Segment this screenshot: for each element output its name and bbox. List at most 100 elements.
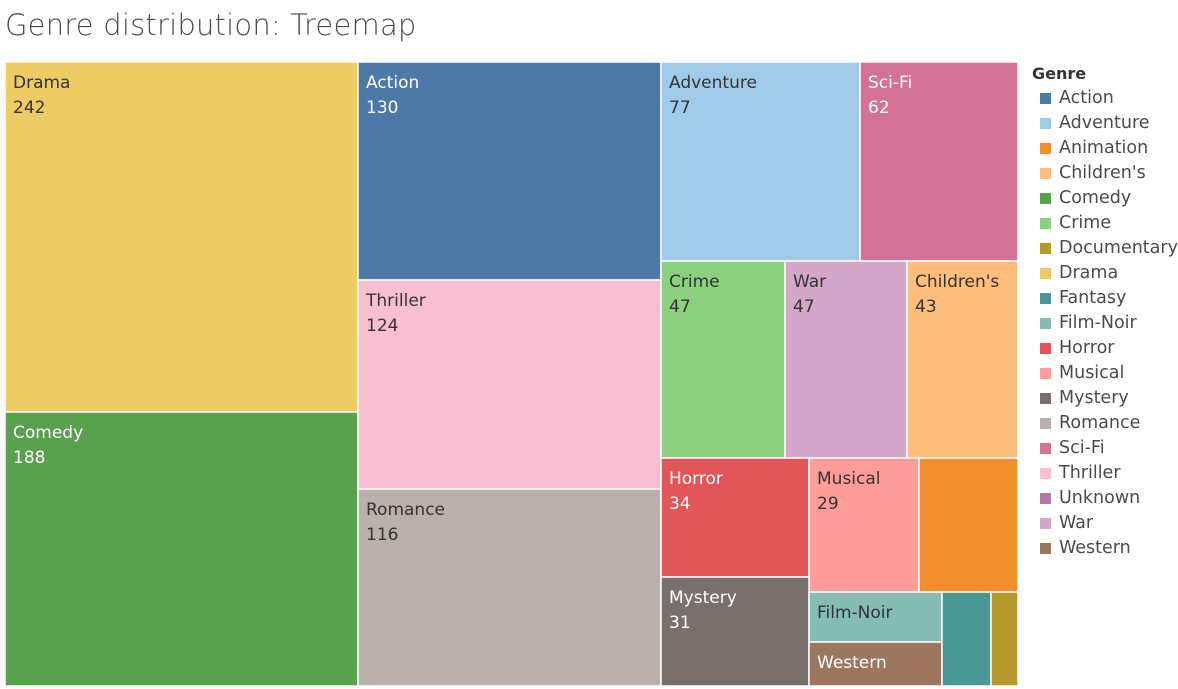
- legend-swatch: [1040, 143, 1051, 154]
- legend-item-mystery[interactable]: Mystery: [1032, 386, 1178, 411]
- treemap-cell-horror[interactable]: Horror 34: [660, 457, 810, 578]
- legend-swatch: [1040, 443, 1051, 454]
- treemap-cell-sci-fi[interactable]: Sci-Fi 62: [859, 61, 1019, 262]
- treemap-cell-war[interactable]: War 47: [784, 260, 908, 459]
- legend-title: Genre: [1032, 64, 1087, 83]
- legend-items: Action Adventure Animation Children's Comedy…: [1032, 86, 1178, 561]
- legend-label: Action: [1059, 88, 1114, 108]
- treemap-rect-film-noir[interactable]: [808, 591, 943, 643]
- legend-label: Mystery: [1059, 388, 1129, 408]
- treemap-rect-fantasy[interactable]: [941, 591, 992, 687]
- treemap-cell-adventure[interactable]: Adventure 77: [660, 61, 861, 262]
- treemap-cell-action[interactable]: Action 130: [357, 61, 662, 281]
- treemap-cell-animation[interactable]: [918, 457, 1019, 593]
- treemap-label-sci-fi: Sci-Fi: [868, 73, 912, 93]
- treemap-rect-crime[interactable]: [660, 260, 786, 459]
- treemap-cell-documentary[interactable]: [990, 591, 1019, 687]
- treemap-rect-documentary[interactable]: [990, 591, 1019, 687]
- legend-item-action[interactable]: Action: [1032, 86, 1178, 111]
- treemap-value-sci-fi: 62: [868, 98, 890, 118]
- legend-label: War: [1059, 513, 1094, 533]
- legend-label: Thriller: [1059, 463, 1121, 483]
- legend-label: Drama: [1059, 263, 1119, 283]
- legend-label: Unknown: [1059, 488, 1141, 508]
- legend-item-sci-fi[interactable]: Sci-Fi: [1032, 436, 1178, 461]
- treemap-label-western: Western: [817, 653, 887, 673]
- legend-item-war[interactable]: War: [1032, 511, 1178, 536]
- treemap-cell-drama[interactable]: Drama 242: [4, 61, 359, 413]
- treemap-rect-romance[interactable]: [357, 488, 662, 687]
- legend-swatch: [1040, 218, 1051, 229]
- treemap-rect-comedy[interactable]: [4, 411, 359, 687]
- legend-item-drama[interactable]: Drama: [1032, 261, 1178, 286]
- treemap-value-musical: 29: [817, 494, 839, 514]
- treemap-label-romance: Romance: [366, 500, 445, 520]
- legend-label: Sci-Fi: [1059, 438, 1105, 458]
- treemap-rect-musical[interactable]: [808, 457, 920, 593]
- treemap-value-horror: 34: [669, 494, 691, 514]
- legend-item-western[interactable]: Western: [1032, 536, 1178, 561]
- legend-item-crime[interactable]: Crime: [1032, 211, 1178, 236]
- legend-label: Animation: [1059, 138, 1149, 158]
- legend-item-thriller[interactable]: Thriller: [1032, 461, 1178, 486]
- legend-item-adventure[interactable]: Adventure: [1032, 111, 1178, 136]
- treemap-cell-children-s[interactable]: Children's 43: [906, 260, 1019, 459]
- treemap-rect-horror[interactable]: [660, 457, 810, 578]
- legend-item-film-noir[interactable]: Film-Noir: [1032, 311, 1178, 336]
- treemap-chart: Drama 242 Comedy 188 Action 130 Thriller 124 Rom…: [4, 61, 1019, 687]
- treemap-rect-animation[interactable]: [918, 457, 1019, 593]
- treemap-rect-adventure[interactable]: [660, 61, 861, 262]
- treemap-label-action: Action: [366, 73, 419, 93]
- treemap-label-drama: Drama: [13, 73, 70, 93]
- treemap-cell-western[interactable]: Western: [808, 641, 943, 687]
- treemap-value-comedy: 188: [13, 448, 45, 468]
- treemap-cell-crime[interactable]: Crime 47: [660, 260, 786, 459]
- treemap-rect-western[interactable]: [808, 641, 943, 687]
- legend-item-fantasy[interactable]: Fantasy: [1032, 286, 1178, 311]
- legend-label: Musical: [1059, 363, 1125, 383]
- legend-swatch: [1040, 168, 1051, 179]
- legend-label: Film-Noir: [1059, 313, 1137, 333]
- legend-swatch: [1040, 393, 1051, 404]
- legend-swatch: [1040, 468, 1051, 479]
- legend-item-comedy[interactable]: Comedy: [1032, 186, 1178, 211]
- treemap-cell-mystery[interactable]: Mystery 31: [660, 576, 810, 687]
- legend-swatch: [1040, 293, 1051, 304]
- legend-swatch: [1040, 268, 1051, 279]
- legend-item-documentary[interactable]: Documentary: [1032, 236, 1178, 261]
- legend-label: Western: [1059, 538, 1131, 558]
- treemap-value-action: 130: [366, 98, 398, 118]
- treemap-cell-romance[interactable]: Romance 116: [357, 488, 662, 687]
- legend: Genre Action Adventure Animation Children's…: [1032, 62, 1178, 561]
- treemap-cell-film-noir[interactable]: Film-Noir: [808, 591, 943, 643]
- treemap-rect-action[interactable]: [357, 61, 662, 281]
- treemap-cell-thriller[interactable]: Thriller 124: [357, 279, 662, 490]
- legend-item-horror[interactable]: Horror: [1032, 336, 1178, 361]
- treemap-rect-mystery[interactable]: [660, 576, 810, 687]
- treemap-value-romance: 116: [366, 525, 398, 545]
- legend-label: Fantasy: [1059, 288, 1127, 308]
- legend-item-musical[interactable]: Musical: [1032, 361, 1178, 386]
- treemap-value-thriller: 124: [366, 316, 398, 336]
- treemap-rect-sci-fi[interactable]: [859, 61, 1019, 262]
- legend-item-animation[interactable]: Animation: [1032, 136, 1178, 161]
- treemap-rect-thriller[interactable]: [357, 279, 662, 490]
- treemap-rect-drama[interactable]: [4, 61, 359, 413]
- treemap-cell-musical[interactable]: Musical 29: [808, 457, 920, 593]
- legend-item-children-s[interactable]: Children's: [1032, 161, 1178, 186]
- treemap-cell-comedy[interactable]: Comedy 188: [4, 411, 359, 687]
- legend-swatch: [1040, 318, 1051, 329]
- legend-swatch: [1040, 243, 1051, 254]
- treemap-label-film-noir: Film-Noir: [817, 603, 893, 623]
- treemap-label-comedy: Comedy: [13, 423, 83, 443]
- legend-label: Horror: [1059, 338, 1115, 358]
- treemap-value-mystery: 31: [669, 613, 691, 633]
- treemap-cell-fantasy[interactable]: [941, 591, 992, 687]
- legend-label: Adventure: [1059, 113, 1150, 133]
- treemap-value-drama: 242: [13, 98, 45, 118]
- treemap-label-adventure: Adventure: [669, 73, 757, 93]
- legend-swatch: [1040, 543, 1051, 554]
- legend-item-unknown[interactable]: Unknown: [1032, 486, 1178, 511]
- legend-item-romance[interactable]: Romance: [1032, 411, 1178, 436]
- treemap-label-horror: Horror: [669, 469, 723, 489]
